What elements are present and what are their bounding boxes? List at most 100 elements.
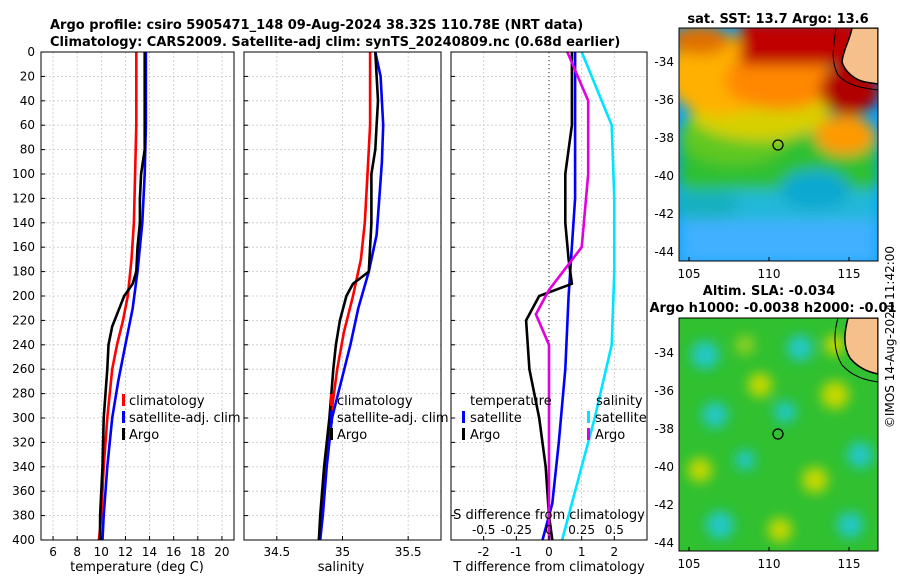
y-tick-label: 20	[20, 69, 35, 83]
sst-xtick: 115	[838, 267, 861, 281]
salinity-series-satellite-adj-clim	[318, 51, 385, 541]
s-difference-axis-label: S difference from climatology	[453, 508, 645, 523]
legend-label-t-argo: Argo	[470, 428, 500, 443]
sst-ytick: -36	[654, 93, 674, 107]
y-tick-label: 240	[12, 338, 35, 352]
x-tick-label: 6	[49, 545, 57, 559]
x-tick-label: 0	[545, 545, 553, 559]
argo-location-marker	[772, 428, 784, 440]
x-tick-label: 35.5	[395, 545, 422, 559]
temperature-legend: climatology satellite-adj. clim Argo	[122, 394, 241, 443]
legend-swatch-s-argo	[587, 428, 590, 440]
legend-swatch-argo	[122, 428, 125, 440]
x-tick-label: -1	[510, 545, 522, 559]
y-tick-label: 140	[12, 216, 35, 230]
salinity-profile-panel: salinity climatology satellite-adj. clim…	[243, 51, 449, 575]
y-tick-label: 220	[12, 313, 35, 327]
sla-xtick: 110	[758, 557, 781, 571]
legend-label-s-satellite: satellite	[595, 411, 647, 426]
differences-series-salinity-argo	[534, 51, 590, 540]
imos-watermark: ©IMOS 14-Aug-2024 11:42:00	[883, 246, 897, 428]
legend-label-argo: Argo	[129, 428, 159, 443]
x2-tick-label: -0.5	[472, 523, 495, 537]
y-tick-label: 320	[12, 435, 35, 449]
y-tick-label: 340	[12, 460, 35, 474]
y-tick-label: 0	[27, 45, 35, 59]
x-tick-label: 1	[578, 545, 586, 559]
argo-location-marker	[772, 139, 784, 151]
sst-xtick: 110	[758, 267, 781, 281]
sla-ytick: -38	[654, 422, 674, 436]
x-tick-label: 8	[73, 545, 81, 559]
y-tick-label: 180	[12, 265, 35, 279]
sla-coastline-contour	[834, 318, 878, 383]
sst-map-title: sat. SST: 13.7 Argo: 13.6	[687, 12, 868, 27]
legend-swatch-climatology	[330, 394, 333, 406]
y-tick-label: 360	[12, 484, 35, 498]
legend-swatch-t-satellite	[462, 411, 465, 423]
sst-landmass	[841, 28, 878, 85]
sst-map: 105 110 115 -34 -36 -38 -40 -42 -44	[654, 27, 879, 281]
legend-label-climatology: climatology	[337, 394, 413, 409]
sla-map-xticks: 105 110 115	[678, 547, 860, 571]
sla-ytick: -40	[654, 460, 674, 474]
y-tick-label: 400	[12, 533, 35, 547]
y-tick-label: 40	[20, 94, 35, 108]
sst-coastline-contour	[832, 28, 878, 91]
temperature-profile-panel: temperature (deg C) climatology satellit…	[12, 45, 241, 575]
differences-series-temperature-argo	[524, 52, 574, 541]
sla-map-yticks: -34 -36 -38 -40 -42 -44	[654, 346, 674, 550]
t-difference-axis-label: T difference from climatology	[452, 560, 645, 575]
legend-label-argo: Argo	[337, 428, 367, 443]
legend-title-salinity: salinity	[596, 394, 643, 409]
y-tick-label: 260	[12, 362, 35, 376]
sst-map-yticks: -34 -36 -38 -40 -42 -44	[654, 55, 674, 259]
sla-ytick: -44	[654, 536, 674, 550]
difference-profile-panel: T difference from climatology S differen…	[450, 51, 648, 575]
sla-map: 105 110 115 -34 -36 -38 -40 -42 -44	[654, 317, 879, 571]
sst-xtick: 105	[678, 267, 701, 281]
legend-label-satellite: satellite-adj. clim	[337, 411, 449, 426]
salinity-series-argo	[317, 51, 380, 541]
sla-xtick: 105	[678, 557, 701, 571]
x-tick-label: -2	[478, 545, 490, 559]
legend-swatch-satellite	[330, 411, 333, 423]
legend-label-s-argo: Argo	[595, 428, 625, 443]
y-tick-label: 160	[12, 240, 35, 254]
legend-swatch-s-satellite	[587, 411, 590, 423]
x-tick-label: 35	[335, 545, 350, 559]
x-tick-label: 34.5	[263, 545, 290, 559]
temperature-axis-label: temperature (deg C)	[70, 560, 204, 575]
sla-ytick: -34	[654, 346, 674, 360]
legend-label-satellite: satellite-adj. clim	[129, 411, 241, 426]
y-tick-label: 300	[12, 411, 35, 425]
difference-legend: temperature satellite Argo salinity sate…	[462, 394, 647, 443]
sla-map-frame	[678, 317, 879, 552]
y-tick-label: 100	[12, 167, 35, 181]
legend-swatch-argo	[330, 428, 333, 440]
differences-series-salinity-satellite	[560, 51, 616, 541]
y-tick-label: 280	[12, 387, 35, 401]
legend-label-t-satellite: satellite	[470, 411, 522, 426]
figure-title-line2: Climatology: CARS2009. Satellite-adj cli…	[50, 35, 620, 50]
sla-map-title: Altim. SLA: -0.034	[703, 284, 835, 299]
temperature-series-argo	[98, 52, 146, 540]
legend-swatch-t-argo	[462, 428, 465, 440]
salinity-grid	[244, 51, 441, 541]
sst-ytick: -38	[654, 131, 674, 145]
y-tick-label: 60	[20, 118, 35, 132]
sst-ytick: -40	[654, 169, 674, 183]
sla-map-subtitle: Argo h1000: -0.0038 h2000: -0.01	[649, 301, 896, 316]
legend-swatch-satellite	[122, 411, 125, 423]
sla-landmass	[844, 318, 878, 375]
y-tick-label: 380	[12, 509, 35, 523]
legend-swatch-climatology	[122, 394, 125, 406]
x2-tick-label: 0.5	[605, 523, 624, 537]
x-tick-label: 10	[94, 545, 109, 559]
legend-label-climatology: climatology	[129, 394, 205, 409]
differences-series-temperature-satellite	[541, 52, 577, 541]
sla-ytick: -36	[654, 384, 674, 398]
x-tick-label: 12	[118, 545, 133, 559]
x-tick-label: 16	[166, 545, 181, 559]
